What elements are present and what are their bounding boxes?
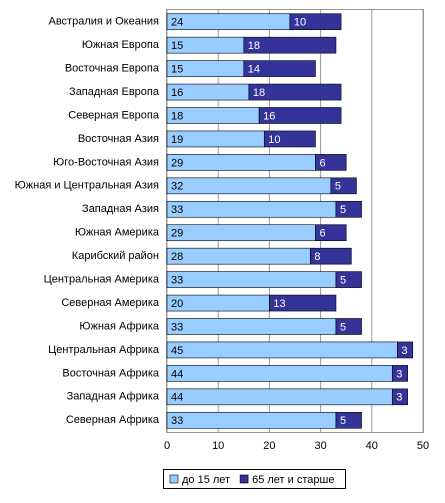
y-tick-label: Австралия и Океания (48, 16, 159, 28)
bar-segment (166, 177, 332, 195)
bar-segment (269, 294, 337, 312)
bar-segment (335, 200, 362, 218)
data-label: 44 (171, 392, 183, 404)
data-label: 5 (340, 204, 346, 216)
y-tick-label: Южная Европа (82, 39, 160, 51)
bar-segment (335, 271, 362, 288)
legend-label: до 15 лет (182, 474, 230, 486)
y-tick-label: Западная Европа (69, 86, 160, 98)
data-label: 16 (263, 110, 275, 122)
data-label: 5 (335, 181, 341, 193)
bar-segment (315, 154, 347, 171)
bar-segment (166, 341, 398, 359)
bar-segment (315, 224, 347, 242)
data-label: 13 (273, 298, 285, 310)
data-label: 8 (314, 251, 320, 263)
legend-swatch (169, 474, 179, 484)
y-tick-label: Восточная Европа (65, 63, 160, 75)
data-label: 33 (171, 321, 183, 333)
y-tick-label: Юго-Восточная Азия (53, 156, 159, 168)
y-tick-label: Южная Америка (75, 227, 160, 239)
bar-segment (166, 13, 291, 31)
data-label: 24 (171, 17, 183, 29)
data-label: 3 (396, 368, 402, 380)
y-tick-label: Северная Европа (68, 109, 160, 121)
legend-swatch (239, 474, 249, 484)
data-label: 45 (171, 345, 183, 357)
x-tick-label: 0 (164, 440, 170, 452)
data-label: 32 (171, 181, 183, 193)
bar-segment (335, 411, 362, 429)
data-label: 44 (171, 368, 183, 380)
data-label: 29 (171, 157, 183, 169)
x-tick-label: 10 (212, 440, 224, 452)
bar-segment (166, 318, 337, 335)
bar-segment (258, 107, 342, 124)
bar-segment (263, 130, 316, 148)
x-tick-label: 30 (314, 440, 326, 452)
data-label: 10 (294, 17, 306, 29)
bar-segment (330, 177, 357, 195)
y-tick-label: Карибский район (72, 250, 159, 262)
bar-segment (243, 60, 316, 77)
y-tick-label: Западная Африка (67, 391, 160, 403)
x-tick-label: 40 (366, 440, 378, 452)
bar-segment (243, 36, 337, 54)
bar-segment (335, 318, 362, 335)
y-tick-label: Северная Африка (66, 414, 160, 426)
data-label: 10 (268, 134, 280, 146)
data-label: 5 (340, 321, 346, 333)
data-label: 5 (340, 275, 346, 287)
data-label: 33 (171, 415, 183, 427)
data-label: 6 (319, 228, 325, 240)
y-tick-label: Южная и Центральная Азия (15, 180, 159, 192)
plot-area (166, 9, 424, 433)
y-tick-label: Центральная Америка (44, 274, 160, 286)
legend (163, 469, 346, 489)
bar-segment (166, 154, 316, 171)
bar-segment (289, 13, 342, 31)
bar-segment (166, 388, 393, 406)
legend-label: 65 лет и старше (252, 474, 334, 486)
bar-segment (166, 365, 393, 382)
data-label: 33 (171, 275, 183, 287)
data-label: 18 (253, 87, 265, 99)
data-label: 3 (401, 345, 407, 357)
data-label: 6 (319, 157, 325, 169)
data-label: 15 (171, 40, 183, 52)
data-label: 18 (171, 110, 183, 122)
x-tick-label: 50 (417, 440, 429, 452)
x-tick-label: 20 (263, 440, 275, 452)
y-tick-label: Западная Азия (82, 203, 159, 215)
y-tick-label: Южная Африка (79, 320, 160, 332)
data-label: 18 (248, 40, 260, 52)
data-label: 14 (248, 64, 260, 76)
bar-segment (397, 341, 414, 359)
y-tick-label: Центральная Африка (48, 344, 160, 356)
data-label: 15 (171, 64, 183, 76)
bar-segment (166, 224, 316, 242)
bar-segment (166, 271, 337, 288)
y-tick-label: Северная Америка (61, 297, 160, 309)
bar-segment (391, 365, 408, 382)
data-label: 16 (171, 87, 183, 99)
data-label: 33 (171, 204, 183, 216)
data-label: 29 (171, 228, 183, 240)
bar-segment (166, 411, 337, 429)
data-label: 19 (171, 134, 183, 146)
bar-segment (310, 247, 352, 265)
bar-segment (248, 83, 342, 101)
data-label: 3 (396, 392, 402, 404)
bar-segment (391, 388, 408, 406)
bar-segment (166, 200, 337, 218)
data-label: 20 (171, 298, 183, 310)
data-label: 28 (171, 251, 183, 263)
bar-segment (166, 247, 311, 265)
y-tick-label: Восточная Азия (78, 133, 159, 145)
data-label: 5 (340, 415, 346, 427)
y-tick-label: Восточная Африка (62, 367, 160, 379)
